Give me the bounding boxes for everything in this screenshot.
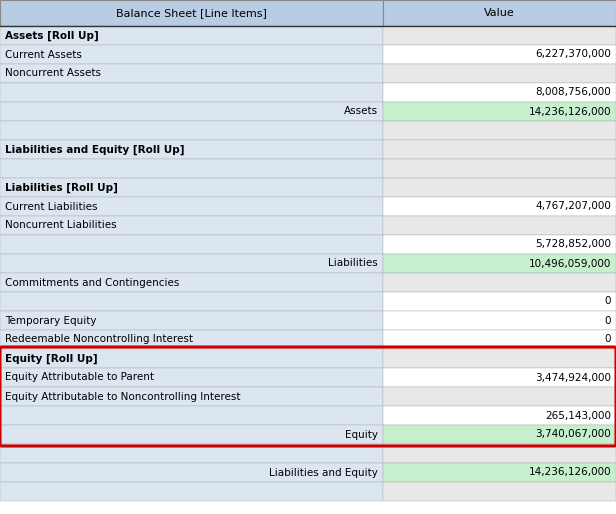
- Text: Assets: Assets: [344, 106, 378, 117]
- Bar: [0, 102, 383, 121]
- Bar: [0, 140, 383, 159]
- Bar: [383, 45, 616, 64]
- Bar: [383, 349, 616, 368]
- Bar: [0, 178, 383, 197]
- Bar: [0, 159, 383, 178]
- Bar: [383, 235, 616, 254]
- Bar: [383, 330, 616, 349]
- Bar: [383, 26, 616, 45]
- Text: Noncurrent Liabilities: Noncurrent Liabilities: [5, 221, 116, 230]
- Bar: [0, 292, 383, 311]
- Bar: [0, 0, 383, 26]
- Bar: [383, 102, 616, 121]
- Bar: [383, 83, 616, 102]
- Text: Current Liabilities: Current Liabilities: [5, 201, 97, 211]
- Text: 8,008,756,000: 8,008,756,000: [535, 87, 611, 98]
- Text: Liabilities and Equity [Roll Up]: Liabilities and Equity [Roll Up]: [5, 144, 185, 155]
- Bar: [0, 235, 383, 254]
- Bar: [0, 45, 383, 64]
- Text: 10,496,059,000: 10,496,059,000: [529, 259, 611, 268]
- Text: 6,227,370,000: 6,227,370,000: [535, 49, 611, 60]
- Bar: [0, 482, 383, 501]
- Text: Equity [Roll Up]: Equity [Roll Up]: [5, 353, 97, 363]
- Bar: [0, 444, 383, 463]
- Bar: [0, 254, 383, 273]
- Bar: [0, 121, 383, 140]
- Text: Equity Attributable to Noncontrolling Interest: Equity Attributable to Noncontrolling In…: [5, 392, 240, 401]
- Text: Liabilities and Equity: Liabilities and Equity: [269, 468, 378, 478]
- Bar: [0, 463, 383, 482]
- Bar: [383, 368, 616, 387]
- Bar: [383, 159, 616, 178]
- Text: Commitments and Contingencies: Commitments and Contingencies: [5, 278, 179, 287]
- Bar: [383, 387, 616, 406]
- Text: 3,474,924,000: 3,474,924,000: [535, 373, 611, 382]
- Bar: [383, 444, 616, 463]
- Bar: [383, 197, 616, 216]
- Text: 14,236,126,000: 14,236,126,000: [529, 106, 611, 117]
- Bar: [383, 140, 616, 159]
- Bar: [0, 311, 383, 330]
- Bar: [383, 406, 616, 425]
- Bar: [383, 482, 616, 501]
- Text: Assets [Roll Up]: Assets [Roll Up]: [5, 30, 99, 41]
- Bar: [383, 425, 616, 444]
- Text: Temporary Equity: Temporary Equity: [5, 316, 97, 325]
- Text: Equity Attributable to Parent: Equity Attributable to Parent: [5, 373, 154, 382]
- Text: Value: Value: [484, 8, 515, 18]
- Text: Equity: Equity: [345, 430, 378, 439]
- Bar: [0, 368, 383, 387]
- Bar: [0, 273, 383, 292]
- Bar: [0, 197, 383, 216]
- Text: 4,767,207,000: 4,767,207,000: [535, 201, 611, 211]
- Bar: [383, 292, 616, 311]
- Bar: [0, 64, 383, 83]
- Text: Liabilities: Liabilities: [328, 259, 378, 268]
- Bar: [383, 64, 616, 83]
- Bar: [0, 349, 383, 368]
- Text: Noncurrent Assets: Noncurrent Assets: [5, 68, 101, 79]
- Bar: [383, 121, 616, 140]
- Bar: [383, 216, 616, 235]
- Bar: [383, 178, 616, 197]
- Text: 0: 0: [604, 297, 611, 306]
- Text: 265,143,000: 265,143,000: [545, 411, 611, 420]
- Text: Current Assets: Current Assets: [5, 49, 82, 60]
- Bar: [0, 425, 383, 444]
- Bar: [383, 273, 616, 292]
- Bar: [383, 463, 616, 482]
- Text: 14,236,126,000: 14,236,126,000: [529, 468, 611, 478]
- Text: Redeemable Noncontrolling Interest: Redeemable Noncontrolling Interest: [5, 335, 193, 344]
- Text: 5,728,852,000: 5,728,852,000: [535, 240, 611, 249]
- Text: 0: 0: [604, 316, 611, 325]
- Bar: [0, 83, 383, 102]
- Bar: [0, 406, 383, 425]
- Text: 3,740,067,000: 3,740,067,000: [535, 430, 611, 439]
- Text: 0: 0: [604, 335, 611, 344]
- Bar: [0, 26, 383, 45]
- Bar: [0, 216, 383, 235]
- Bar: [0, 330, 383, 349]
- Bar: [383, 311, 616, 330]
- Text: Liabilities [Roll Up]: Liabilities [Roll Up]: [5, 182, 118, 193]
- Bar: [383, 0, 616, 26]
- Text: Balance Sheet [Line Items]: Balance Sheet [Line Items]: [116, 8, 267, 18]
- Bar: [0, 387, 383, 406]
- Bar: [383, 254, 616, 273]
